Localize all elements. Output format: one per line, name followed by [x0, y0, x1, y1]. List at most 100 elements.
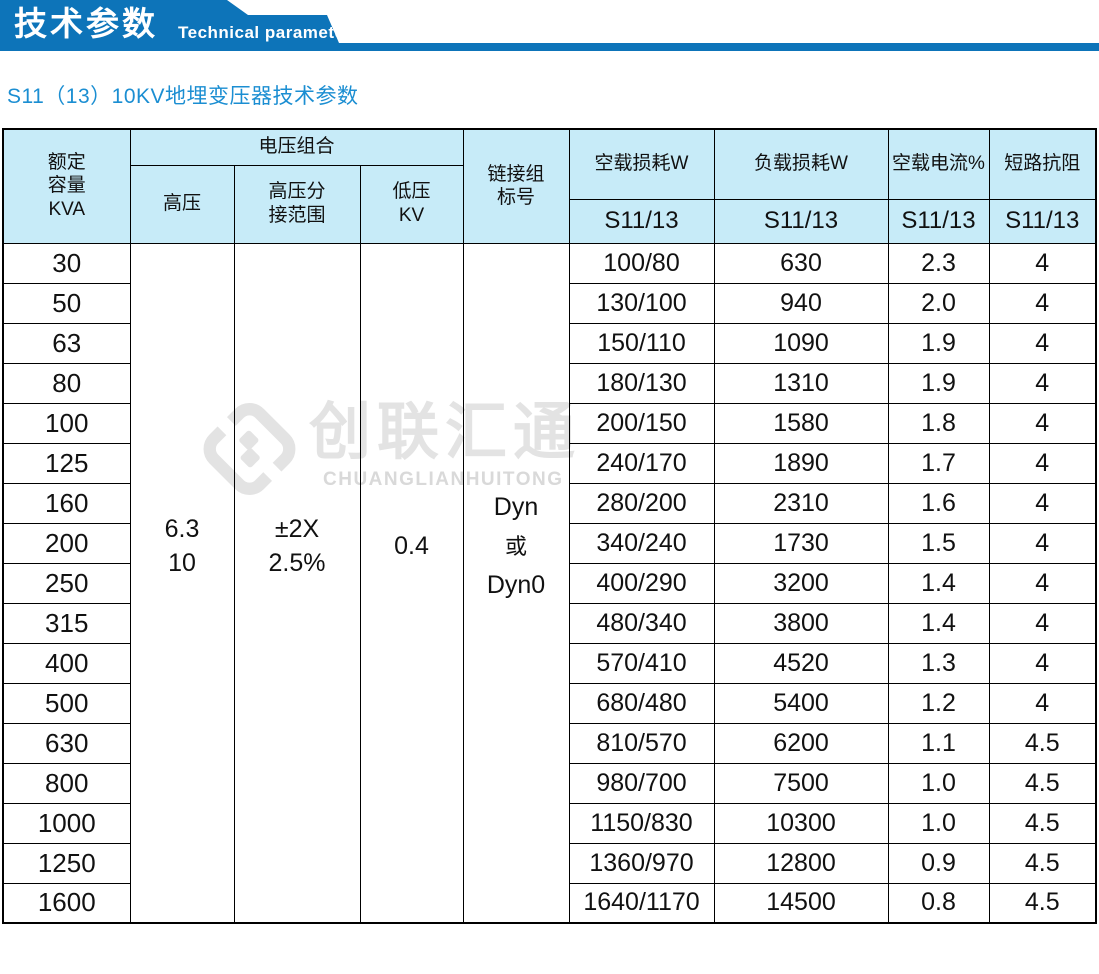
noload-current-cell: 1.6	[887, 482, 990, 524]
lv-header-line: KV	[398, 205, 425, 226]
capacity-cell: 315	[2, 602, 131, 644]
tap-range-value-cell-line: 2.5%	[268, 548, 326, 577]
table-row: 100 200/150 1580 1.8 4	[2, 402, 1097, 444]
capacity-cell: 1250	[2, 842, 131, 884]
noload-current-cell: 1.4	[887, 602, 990, 644]
tap-range-value-cell-line: ±2X	[274, 515, 320, 543]
load-loss-cell: 6200	[713, 722, 889, 764]
impedance-cell: 4	[988, 362, 1097, 404]
noload-loss-cell: 400/290	[568, 562, 715, 604]
noload-loss-cell: 1150/830	[568, 802, 715, 844]
noload-loss-cell: 1640/1170	[568, 882, 715, 924]
capacity-cell: 1600	[2, 882, 131, 924]
vector-group-value-cell-line: Dyn	[493, 493, 539, 522]
hv-value-cell: 6.3 10	[129, 242, 235, 924]
page-title: S11（13）10KV地埋变压器技术参数	[7, 85, 359, 108]
noload-loss-cell: 180/130	[568, 362, 715, 404]
impedance-cell: 4.5	[988, 802, 1097, 844]
capacity-cell: 250	[2, 562, 131, 604]
capacity-header-line: KVA	[48, 199, 86, 221]
table-row: 1000 1150/830 10300 1.0 4.5	[2, 802, 1097, 844]
impedance-cell: 4.5	[988, 882, 1097, 924]
load-loss-cell: 10300	[713, 802, 889, 844]
load-loss-cell: 1580	[713, 402, 889, 444]
banner-subtitle: Technical parameter	[178, 23, 352, 42]
noload-current-cell: 1.4	[887, 562, 990, 604]
hv-value-cell-line: 6.3	[164, 515, 200, 543]
lv-header-line: 低压	[392, 181, 431, 203]
load-loss-cell: 1090	[713, 322, 889, 364]
vector-group-header-line: 标号	[496, 187, 535, 209]
noload-loss-cell: 480/340	[568, 602, 715, 644]
table-row: 1250 1360/970 12800 0.9 4.5	[2, 842, 1097, 884]
load-loss-cell: 630	[713, 242, 889, 284]
lv-value-cell-line: 0.4	[394, 531, 429, 560]
noload-current-cell: 1.8	[887, 402, 990, 444]
table-row: 800 980/700 7500 1.0 4.5	[2, 762, 1097, 804]
capacity-cell: 1000	[2, 802, 131, 844]
load-loss-cell: 7500	[713, 762, 889, 804]
lv-value-cell: 0.4	[359, 242, 464, 924]
load-loss-cell: 4520	[713, 642, 889, 684]
capacity-cell: 100	[2, 402, 131, 444]
load-loss-cell: 12800	[713, 842, 889, 884]
noload-current-cell: 1.5	[887, 522, 990, 564]
load-loss-cell: 1310	[713, 362, 889, 404]
load-loss-cell: 3200	[713, 562, 889, 604]
banner-title: 技术参数	[14, 5, 158, 42]
noload-current-cell: 0.9	[887, 842, 990, 884]
impedance-cell: 4	[988, 242, 1097, 284]
impedance-cell: 4.5	[988, 762, 1097, 804]
impedance-header: 短路抗阻	[988, 128, 1097, 200]
vector-group-header: 链接组 标号	[462, 128, 570, 244]
capacity-cell: 30	[2, 242, 131, 284]
noload-current-cell: 1.9	[887, 322, 990, 364]
noload-loss-cell: 200/150	[568, 402, 715, 444]
impedance-cell: 4	[988, 562, 1097, 604]
spec-table-head: 额定 容量 KVA 电压组合 链接组 标号 空载损耗W 负载损耗W 空载电流% …	[2, 128, 1097, 244]
vector-group-value-cell: Dyn 或 Dyn0	[462, 242, 570, 924]
load-loss-cell: 3800	[713, 602, 889, 644]
impedance-cell: 4	[988, 402, 1097, 444]
capacity-cell: 125	[2, 442, 131, 484]
impedance-cell: 4	[988, 442, 1097, 484]
vector-group-header-line: 链接组	[487, 163, 545, 185]
load-loss-header: 负载损耗W	[713, 128, 889, 200]
table-row: 630 810/570 6200 1.1 4.5	[2, 722, 1097, 764]
table-row: 400 570/410 4520 1.3 4	[2, 642, 1097, 684]
lv-header: 低压 KV	[359, 164, 464, 244]
noload-loss-cell: 810/570	[568, 722, 715, 764]
load-loss-cell: 2310	[713, 482, 889, 524]
table-row: 1600 1640/1170 14500 0.8 4.5	[2, 882, 1097, 924]
table-row: 500 680/480 5400 1.2 4	[2, 682, 1097, 724]
tap-range-header: 高压分 接范围	[233, 164, 361, 244]
impedance-model-header: S11/13	[988, 198, 1097, 244]
voltage-group-header: 电压组合	[129, 128, 464, 166]
noload-loss-cell: 100/80	[568, 242, 715, 284]
tap-range-header-line: 高压分	[268, 181, 326, 203]
vector-group-value-cell-line: Dyn0	[486, 570, 546, 599]
impedance-cell: 4	[988, 682, 1097, 724]
load-loss-cell: 5400	[713, 682, 889, 724]
capacity-cell: 500	[2, 682, 131, 724]
capacity-cell: 80	[2, 362, 131, 404]
load-loss-cell: 940	[713, 282, 889, 324]
noload-loss-header: 空载损耗W	[568, 128, 715, 200]
noload-loss-cell: 240/170	[568, 442, 715, 484]
noload-current-cell: 2.3	[887, 242, 990, 284]
impedance-cell: 4	[988, 522, 1097, 564]
noload-loss-cell: 680/480	[568, 682, 715, 724]
load-loss-cell: 1730	[713, 522, 889, 564]
impedance-cell: 4	[988, 642, 1097, 684]
noload-loss-cell: 570/410	[568, 642, 715, 684]
tap-range-value-cell: ±2X 2.5%	[233, 242, 361, 924]
noload-loss-cell: 980/700	[568, 762, 715, 804]
capacity-header: 额定 容量 KVA	[2, 128, 131, 244]
technical-parameter-banner: 技术参数 Technical parameter	[0, 0, 1099, 51]
capacity-cell: 200	[2, 522, 131, 564]
load-loss-model-header: S11/13	[713, 198, 889, 244]
noload-loss-cell: 280/200	[568, 482, 715, 524]
hv-value-cell-line: 10	[168, 548, 196, 577]
noload-current-cell: 1.9	[887, 362, 990, 404]
capacity-cell: 63	[2, 322, 131, 364]
